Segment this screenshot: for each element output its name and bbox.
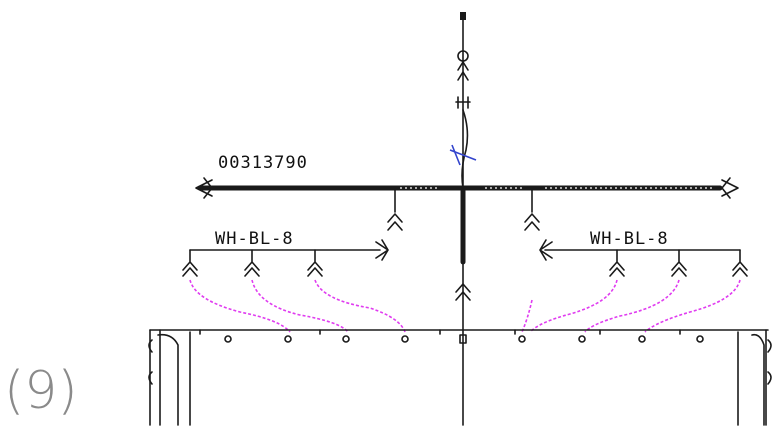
left-connector-3-icon	[308, 250, 322, 276]
vertical-trunk	[450, 12, 476, 188]
right-end-connector-icon	[722, 178, 738, 198]
right-branch-label: WH-BL-8	[590, 229, 669, 249]
fastener-hole-icon	[402, 336, 408, 342]
fastener-hole-icon	[639, 336, 645, 342]
routing-wires	[190, 280, 740, 332]
fastener-hole-icon	[343, 336, 349, 342]
top-terminal-icon	[460, 12, 466, 20]
left-connector-1-icon	[183, 250, 197, 276]
right-drop-connector-icon	[525, 214, 539, 230]
right-connector-3-icon	[733, 250, 747, 276]
left-branch-label: WH-BL-8	[215, 229, 294, 249]
right-connector-1-icon	[610, 250, 624, 276]
center-trunk	[456, 188, 470, 425]
fastener-hole-icon	[519, 336, 525, 342]
figure-number-label: (9)	[4, 361, 78, 421]
left-drop-connector-icon	[388, 214, 402, 230]
fastener-hole-icon	[579, 336, 585, 342]
fastener-hole-icon	[225, 336, 231, 342]
left-connector-2-icon	[245, 250, 259, 276]
right-connector-2-icon	[672, 250, 686, 276]
fastener-hole-icon	[285, 336, 291, 342]
fastener-holes	[225, 335, 703, 343]
part-number-label: 00313790	[218, 153, 308, 173]
mounting-panel	[149, 330, 771, 425]
fastener-hole-icon	[697, 336, 703, 342]
main-bundle	[196, 178, 738, 198]
